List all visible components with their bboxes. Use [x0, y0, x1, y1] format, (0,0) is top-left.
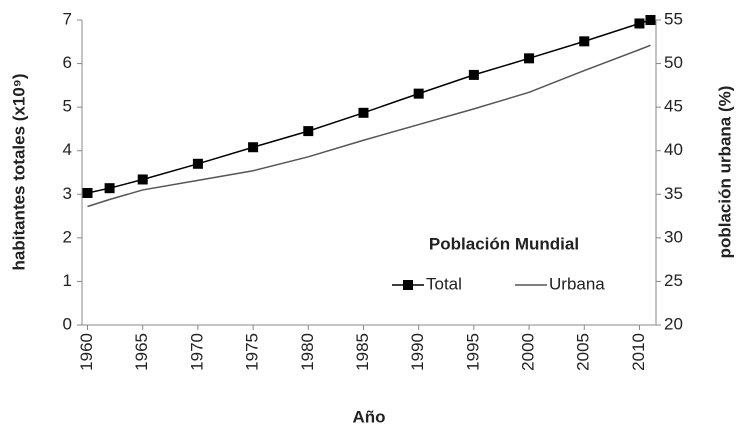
y-tick-label: 6 — [63, 53, 72, 72]
y-tick-label: 1 — [63, 271, 72, 290]
y2-tick-label: 35 — [664, 184, 683, 203]
y-tick-label: 5 — [63, 97, 72, 116]
x-tick-label: 1985 — [353, 333, 372, 371]
y2-tick-label: 45 — [664, 97, 683, 116]
legend-label: Urbana — [549, 274, 605, 293]
marker — [192, 158, 203, 169]
y2-tick-label: 55 — [664, 9, 683, 28]
marker — [303, 126, 314, 137]
marker — [579, 36, 590, 47]
x-tick-label: 1990 — [408, 333, 427, 371]
x-tick-label: 1965 — [132, 333, 151, 371]
y-tick-label: 0 — [63, 314, 72, 333]
legend-title: Población Mundial — [429, 234, 579, 253]
y-tick-label: 7 — [63, 9, 72, 28]
x-axis-label: Año — [352, 407, 385, 426]
y2-tick-label: 20 — [664, 314, 683, 333]
marker — [137, 174, 148, 185]
y-tick-label: 2 — [63, 227, 72, 246]
marker — [468, 69, 479, 80]
x-tick-label: 2010 — [629, 333, 648, 371]
marker — [358, 107, 369, 118]
x-tick-label: 1980 — [298, 333, 317, 371]
x-tick-label: 2005 — [574, 333, 593, 371]
x-tick-label: 1960 — [77, 333, 96, 371]
y-tick-label: 4 — [63, 140, 72, 159]
x-tick-label: 1975 — [243, 333, 262, 371]
series-line — [87, 44, 651, 208]
x-tick-label: 1970 — [187, 333, 206, 371]
marker — [645, 15, 656, 25]
y2-tick-label: 25 — [664, 271, 683, 290]
x-tick-label: 2000 — [519, 333, 538, 371]
legend-marker — [403, 280, 413, 290]
legend-label: Total — [426, 274, 462, 293]
y-tick-label: 3 — [63, 184, 72, 203]
y2-axis-label: población urbana (%) — [715, 86, 734, 259]
marker — [524, 53, 535, 64]
y2-tick-label: 50 — [664, 53, 683, 72]
y2-tick-label: 30 — [664, 227, 683, 246]
y-axis-label: habitantes totales (x10⁹) — [9, 73, 28, 270]
marker — [248, 142, 259, 153]
marker — [634, 18, 645, 29]
y2-tick-label: 40 — [664, 140, 683, 159]
marker — [413, 88, 424, 99]
x-tick-label: 1995 — [463, 333, 482, 371]
marker — [82, 187, 93, 198]
marker — [104, 183, 115, 194]
series-line — [87, 19, 651, 194]
